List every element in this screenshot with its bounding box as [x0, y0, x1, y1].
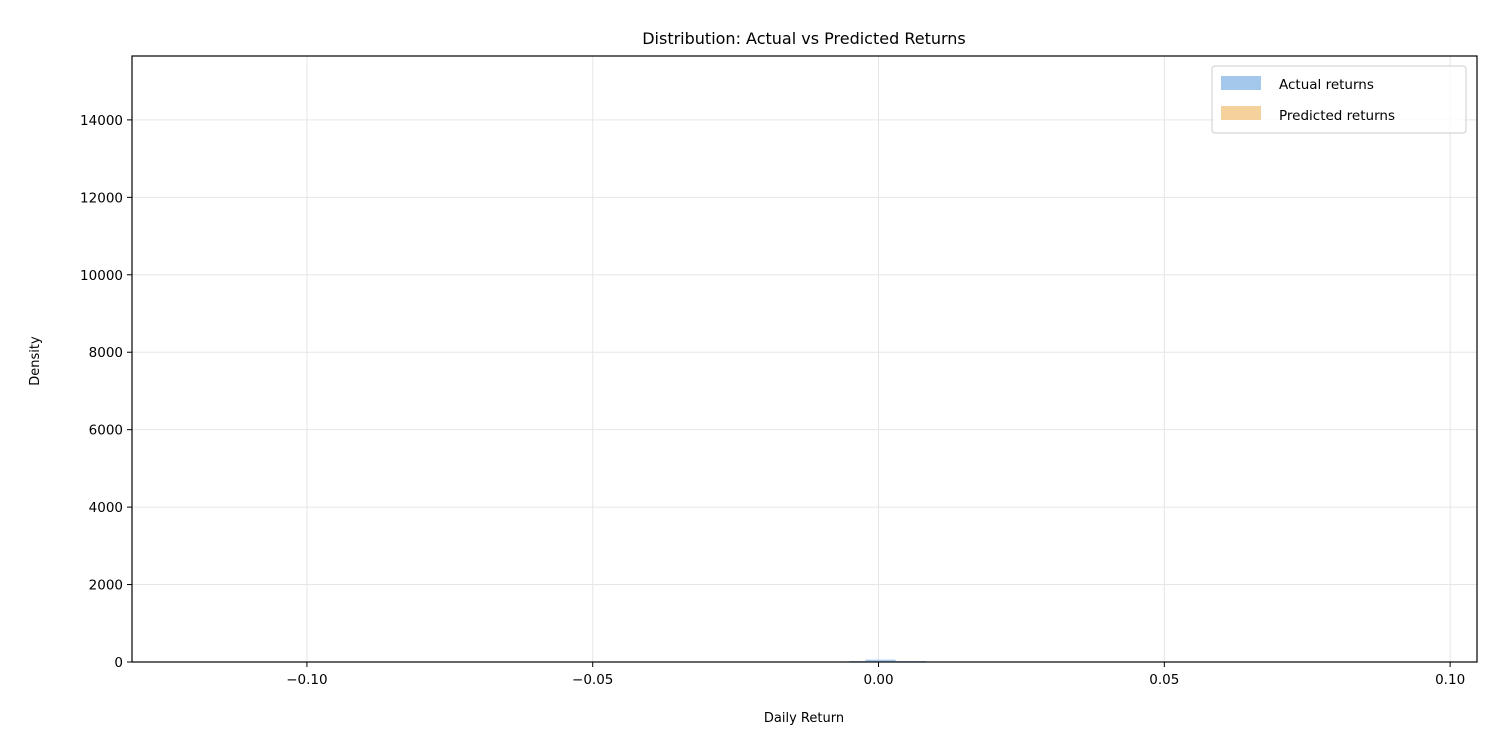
y-tick-label: 10000 [80, 268, 123, 284]
x-tick-label: −0.05 [572, 672, 613, 688]
legend: Actual returns Predicted returns [1211, 65, 1467, 134]
y-axis-label: Density [28, 336, 43, 386]
grid [132, 56, 1477, 663]
y-tick-label: 12000 [80, 190, 123, 206]
legend-swatch-actual [1221, 76, 1261, 90]
x-tick-label: 0.05 [1149, 672, 1179, 688]
y-tick-label: 14000 [80, 113, 123, 129]
y-tick-label: 2000 [89, 578, 123, 594]
legend-box [1211, 65, 1467, 134]
x-tick-label: −0.10 [286, 672, 327, 688]
y-tick-label: 6000 [89, 423, 123, 439]
x-tick-label: 0.00 [863, 672, 893, 688]
plot-frame [131, 55, 1478, 663]
y-tick-label: 0 [114, 655, 123, 671]
legend-label-predicted: Predicted returns [1279, 108, 1395, 124]
legend-swatch-predicted [1221, 106, 1261, 120]
x-axis-label: Daily Return [764, 711, 844, 726]
x-tick-label: 0.10 [1435, 672, 1465, 688]
y-tick-label: 8000 [89, 345, 123, 361]
chart-title: Distribution: Actual vs Predicted Return… [642, 29, 966, 48]
legend-label-actual: Actual returns [1279, 77, 1374, 93]
y-tick-label: 4000 [89, 500, 123, 516]
ticks: −0.10 −0.05 0.00 0.05 0.10 0 2000 4000 6000 8000 1… [80, 113, 1465, 688]
histogram-bar [865, 659, 896, 662]
